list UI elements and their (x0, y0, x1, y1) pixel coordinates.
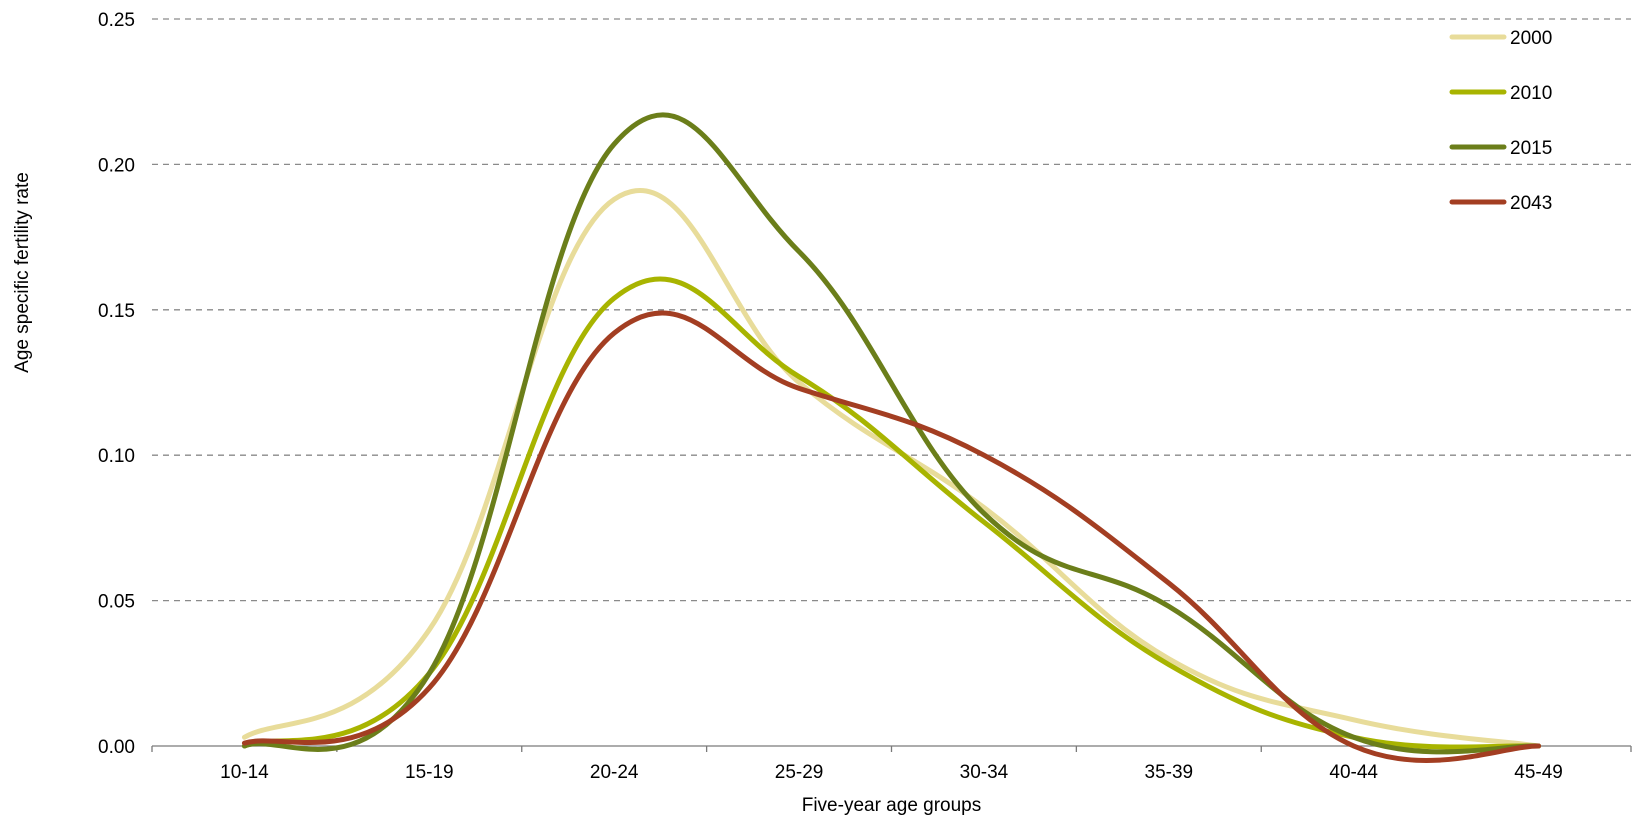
y-tick-label: 0.15 (98, 301, 135, 322)
series-line-2010 (241, 276, 1542, 750)
y-tick-label: 0.20 (98, 155, 135, 176)
x-tick-label: 20-24 (590, 762, 639, 783)
y-tick-label: 0.00 (98, 737, 135, 758)
series-line-2000 (241, 188, 1542, 749)
legend-label-2000: 2000 (1510, 28, 1552, 49)
gridlines (152, 18, 1631, 602)
series-line-2015 (241, 112, 1542, 755)
y-tick-label: 0.25 (98, 10, 135, 31)
legend-label-2010: 2010 (1510, 83, 1552, 104)
y-axis-ticks: 0.00 0.05 0.10 0.15 0.20 0.25 (98, 10, 135, 758)
x-tick-label: 10-14 (220, 762, 269, 783)
x-tick-label: 15-19 (405, 762, 454, 783)
x-tick-label: 30-34 (960, 762, 1009, 783)
y-tick-label: 0.05 (98, 592, 135, 613)
y-tick-label: 0.10 (98, 446, 135, 467)
x-tick-label: 25-29 (775, 762, 824, 783)
x-tick-label: 45-49 (1514, 762, 1563, 783)
x-tick-label: 35-39 (1145, 762, 1194, 783)
series-line-2043 (241, 310, 1542, 763)
x-axis: 10-14 15-19 20-24 25-29 30-34 35-39 40-44 45-49 (151, 745, 1632, 783)
y-axis-title: Age specific fertility rate (12, 172, 33, 373)
legend-label-2015: 2015 (1510, 138, 1552, 159)
x-tick-label: 40-44 (1329, 762, 1378, 783)
series-lines (241, 112, 1542, 763)
legend: 2000 2010 2015 2043 (1449, 28, 1552, 214)
legend-label-2043: 2043 (1510, 193, 1552, 214)
x-axis-title: Five-year age groups (802, 795, 982, 816)
